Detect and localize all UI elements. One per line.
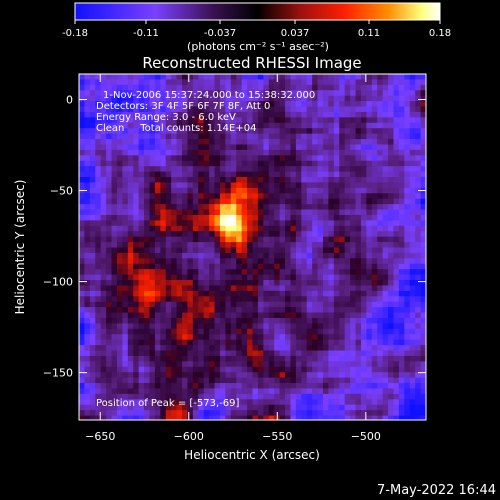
x-axis-title: Heliocentric X (arcsec) [184, 448, 320, 462]
y-axis-title: Heliocentric Y (arcsec) [13, 180, 27, 315]
colorbar-tick-label: -0.11 [133, 28, 159, 39]
annotation-clean-counts: Clean Total counts: 1.14E+04 [96, 123, 256, 134]
heatmap-image [79, 74, 426, 420]
colorbar-tick-label: 0.18 [429, 28, 451, 39]
axis-tick-labels: −650 −600 −550 −500 0 −50 −100 −150 [43, 93, 381, 443]
annotation-detectors: Detectors: 3F 4F 5F 6F 7F 8F, Att 0 [96, 101, 270, 112]
y-tick-label: 0 [66, 93, 73, 106]
annotation-energy-range: Energy Range: 3.0 - 6.0 keV [96, 112, 236, 123]
colorbar-tick-label: -0.037 [204, 28, 236, 39]
x-tick-label: −550 [262, 430, 292, 443]
chart-title: Reconstructed RHESSI Image [142, 54, 361, 72]
colorbar-tick-labels: -0.18 -0.11 -0.037 0.037 0.11 0.18 [62, 28, 451, 39]
axis-ticks [79, 74, 426, 420]
peak-position-label: Position of Peak = [-573,-69] [96, 398, 240, 409]
x-tick-label: −650 [85, 430, 115, 443]
colorbar-tick-label: -0.18 [62, 28, 88, 39]
y-tick-label: −100 [43, 276, 73, 289]
colorbar-tick-label: 0.037 [281, 28, 310, 39]
colorbar [74, 2, 441, 21]
footer-timestamp: 7-May-2022 16:44 [377, 483, 496, 498]
y-tick-label: −50 [50, 185, 73, 198]
colorbar-unit-label: (photons cm⁻² s⁻¹ asec⁻²) [187, 40, 329, 53]
colorbar-tick-label: 0.11 [358, 28, 380, 39]
colorbar-ticks [74, 20, 441, 24]
plot-frame [78, 73, 427, 421]
x-tick-label: −600 [174, 430, 204, 443]
x-tick-label: −500 [351, 430, 381, 443]
y-tick-label: −150 [43, 367, 73, 380]
annotation-time-range: 1-Nov-2006 15:37:24.000 to 15:38:32.000 [103, 90, 315, 101]
